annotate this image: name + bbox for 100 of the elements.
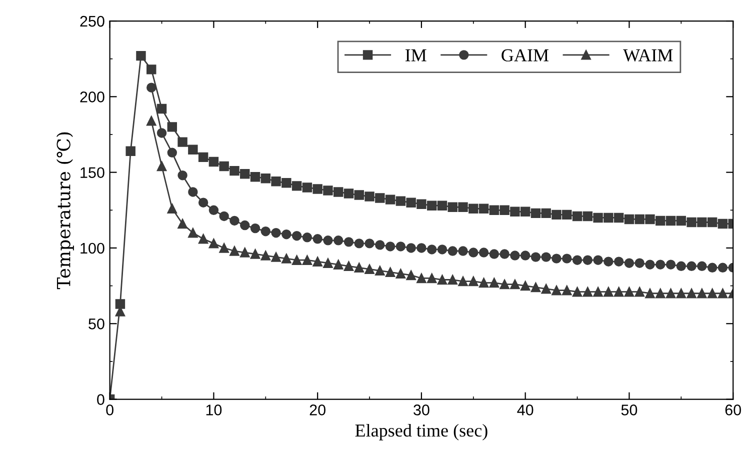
point [666, 260, 676, 270]
point [250, 223, 260, 234]
point [562, 285, 572, 296]
point [437, 244, 448, 254]
point [478, 278, 489, 288]
point [385, 242, 396, 252]
point [416, 273, 426, 284]
point [219, 211, 229, 222]
point [302, 255, 312, 265]
point [468, 276, 478, 286]
point [656, 260, 666, 270]
point [656, 288, 666, 298]
point [178, 170, 188, 180]
point [156, 161, 167, 172]
point [292, 231, 302, 241]
point [468, 248, 478, 258]
point [230, 216, 240, 226]
point [697, 288, 707, 298]
point [271, 228, 281, 238]
point [426, 244, 437, 254]
point [676, 288, 686, 298]
point [219, 243, 229, 253]
x-axis-title: Elapsed time (sec) [355, 424, 488, 440]
x-tick-label: 0 [106, 404, 114, 416]
point [188, 228, 198, 238]
point [572, 286, 582, 297]
point [260, 250, 270, 260]
point [697, 261, 707, 271]
point [198, 198, 208, 208]
x-tick-label: 20 [310, 404, 326, 416]
point [344, 261, 354, 271]
point [541, 284, 551, 294]
point [178, 218, 188, 229]
point [406, 243, 416, 253]
point [686, 261, 696, 271]
point [478, 248, 489, 258]
legend-label: IM [405, 49, 426, 62]
point [582, 255, 593, 265]
point [510, 279, 520, 290]
y-tick-label: 50 [88, 318, 104, 330]
point [604, 256, 614, 266]
point [364, 264, 374, 274]
point [634, 258, 644, 268]
point [676, 261, 686, 271]
point [645, 288, 655, 298]
point [500, 279, 510, 290]
point [634, 286, 644, 297]
x-tick-label: 30 [414, 404, 430, 416]
y-tick-label: 100 [80, 242, 104, 254]
point [156, 128, 167, 138]
point [707, 262, 718, 273]
point [530, 282, 541, 292]
point [500, 249, 510, 259]
point [530, 252, 541, 262]
point [707, 288, 718, 298]
point [614, 286, 624, 297]
point [520, 250, 530, 260]
point [426, 273, 437, 284]
point [489, 278, 500, 288]
point [323, 236, 333, 246]
y-tick-label: 250 [80, 16, 104, 27]
point [582, 286, 593, 297]
y-tick-label: 0 [97, 394, 104, 405]
legend-label: WAIM [623, 49, 673, 62]
point [510, 250, 520, 260]
point [718, 262, 728, 273]
point [624, 286, 634, 297]
x-tick-label: 60 [725, 404, 741, 416]
point [448, 246, 458, 256]
point [344, 237, 354, 247]
point [614, 256, 624, 266]
point [552, 285, 562, 296]
point [489, 249, 500, 259]
legend-label: GAIM [502, 49, 549, 62]
point [208, 205, 219, 216]
point [167, 148, 178, 158]
point [240, 220, 250, 230]
point [282, 254, 292, 264]
point [230, 246, 240, 256]
point [666, 288, 676, 298]
point [188, 187, 198, 197]
point [686, 288, 696, 298]
point [282, 230, 292, 240]
point [375, 240, 385, 250]
point [333, 236, 344, 246]
point [198, 234, 208, 244]
point [312, 234, 322, 244]
point [552, 254, 562, 264]
point [146, 82, 156, 92]
point [146, 116, 156, 126]
point [333, 260, 344, 270]
point [364, 238, 374, 248]
point [437, 274, 448, 285]
point [458, 246, 468, 256]
point [354, 262, 364, 273]
point [167, 204, 178, 214]
y-tick-label: 150 [80, 167, 104, 178]
y-axis-title: Temperature (℃) [56, 132, 74, 290]
point [292, 255, 302, 265]
point [448, 274, 458, 285]
